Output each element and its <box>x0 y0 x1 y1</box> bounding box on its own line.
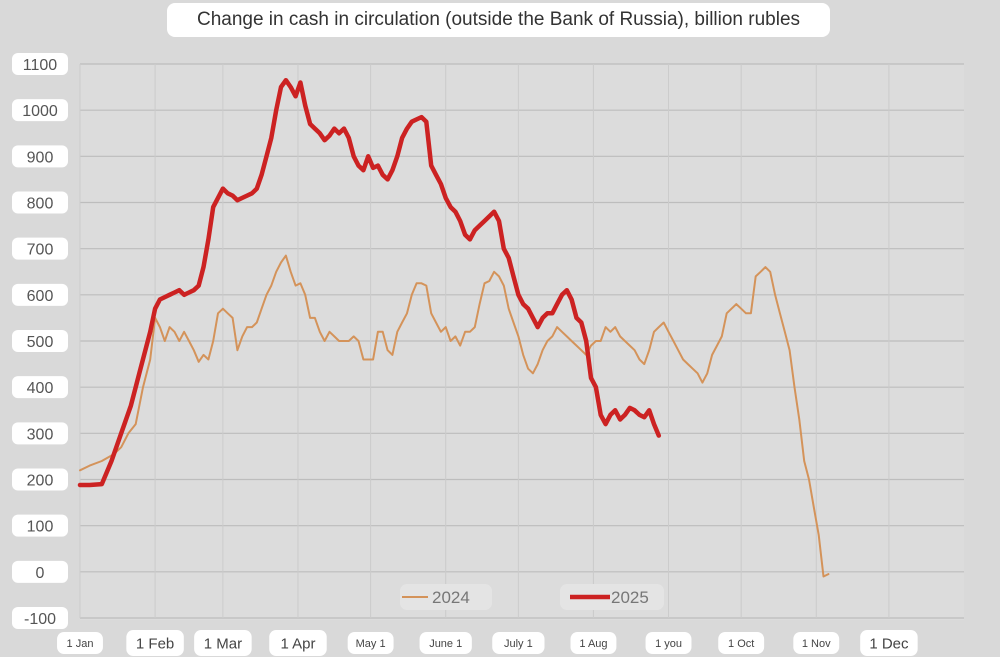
x-tick-label: 1 Aug <box>579 638 607 650</box>
y-tick-label: 400 <box>27 380 54 397</box>
y-tick-label-bg <box>12 330 68 352</box>
x-tick-label: June 1 <box>429 638 462 650</box>
x-tick-label: 1 Apr <box>280 635 315 652</box>
x-tick-label: 1 Mar <box>204 635 242 652</box>
y-tick-label-bg <box>12 560 68 583</box>
x-tick-label: 1 you <box>655 638 682 650</box>
y-tick-label-bg <box>12 53 68 75</box>
y-tick-label: 1000 <box>22 103 58 120</box>
x-tick-label: 1 Jan <box>67 638 94 650</box>
x-tick-label-bg <box>492 632 545 654</box>
y-tick-label: -100 <box>24 611 56 628</box>
x-tick-label-bg <box>570 632 617 654</box>
y-tick-label-bg <box>12 422 68 445</box>
y-tick-label-bg <box>12 191 68 214</box>
y-tick-label: 300 <box>27 426 54 443</box>
x-tick-label-bg <box>645 632 692 654</box>
y-tick-label: 600 <box>27 288 54 305</box>
y-tick-label: 800 <box>27 196 54 213</box>
x-tick-label: 1 Dec <box>869 635 909 652</box>
x-tick-label-bg <box>194 630 252 656</box>
y-tick-label: 100 <box>27 519 54 536</box>
legend-item-bg <box>400 584 492 610</box>
y-tick-label-bg <box>12 145 68 168</box>
y-tick-label-bg <box>12 376 68 399</box>
y-tick-label-bg <box>12 237 68 260</box>
y-tick-label: 0 <box>36 565 45 582</box>
x-tick-label-bg <box>126 630 184 656</box>
y-tick-label: 900 <box>27 149 54 166</box>
y-tick-label-bg <box>12 283 68 306</box>
y-tick-label: 1100 <box>23 57 58 74</box>
series-line-2024 <box>79 254 830 578</box>
x-tick-label-bg <box>419 632 472 654</box>
x-tick-label-bg <box>860 630 918 656</box>
series-line-2025 <box>77 77 662 488</box>
y-tick-label-bg <box>12 468 68 491</box>
chart-title: Change in cash in circulation (outside t… <box>167 3 830 37</box>
legend-label: 2025 <box>611 588 649 607</box>
y-tick-label: 500 <box>27 334 54 351</box>
x-tick-label: 1 Nov <box>802 638 831 650</box>
x-tick-label: 1 Feb <box>136 635 174 652</box>
x-tick-label-bg <box>718 632 765 654</box>
legend-label: 2024 <box>432 588 470 607</box>
x-tick-label-bg <box>57 632 103 654</box>
y-tick-label: 700 <box>27 242 54 259</box>
x-tick-label-bg <box>269 630 327 656</box>
y-tick-label-bg <box>12 607 68 629</box>
y-tick-label-bg <box>12 514 68 537</box>
x-tick-label: July 1 <box>504 638 533 650</box>
y-tick-label-bg <box>12 99 68 122</box>
x-tick-label: May 1 <box>356 638 386 650</box>
x-tick-label-bg <box>347 632 394 654</box>
x-tick-label-bg <box>793 632 840 654</box>
x-tick-label: 1 Oct <box>728 638 754 650</box>
legend-item-bg <box>560 584 664 610</box>
y-tick-label: 200 <box>27 473 54 490</box>
